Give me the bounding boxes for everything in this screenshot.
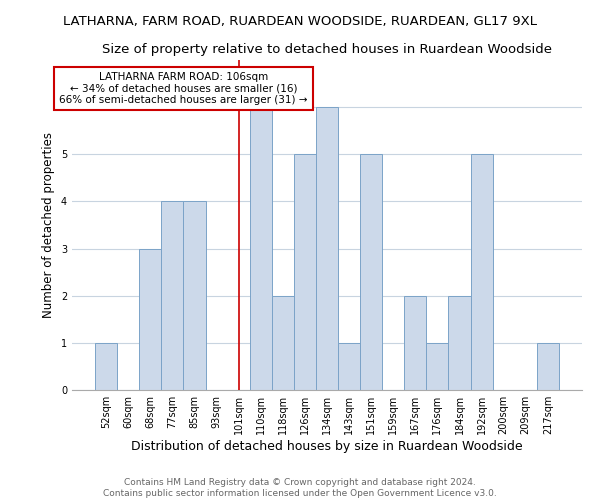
Bar [338, 343, 360, 390]
Bar [470, 154, 493, 390]
Bar [272, 296, 294, 390]
Bar [537, 343, 559, 390]
Bar [161, 202, 184, 390]
X-axis label: Distribution of detached houses by size in Ruardean Woodside: Distribution of detached houses by size … [131, 440, 523, 453]
Bar [139, 248, 161, 390]
Bar [448, 296, 470, 390]
Bar [316, 107, 338, 390]
Text: LATHARNA FARM ROAD: 106sqm
← 34% of detached houses are smaller (16)
66% of semi: LATHARNA FARM ROAD: 106sqm ← 34% of deta… [59, 72, 308, 105]
Bar [95, 343, 117, 390]
Bar [184, 202, 206, 390]
Text: LATHARNA, FARM ROAD, RUARDEAN WOODSIDE, RUARDEAN, GL17 9XL: LATHARNA, FARM ROAD, RUARDEAN WOODSIDE, … [63, 15, 537, 28]
Bar [360, 154, 382, 390]
Text: Contains HM Land Registry data © Crown copyright and database right 2024.
Contai: Contains HM Land Registry data © Crown c… [103, 478, 497, 498]
Bar [294, 154, 316, 390]
Bar [427, 343, 448, 390]
Y-axis label: Number of detached properties: Number of detached properties [43, 132, 55, 318]
Title: Size of property relative to detached houses in Ruardean Woodside: Size of property relative to detached ho… [102, 43, 552, 56]
Bar [250, 107, 272, 390]
Bar [404, 296, 427, 390]
